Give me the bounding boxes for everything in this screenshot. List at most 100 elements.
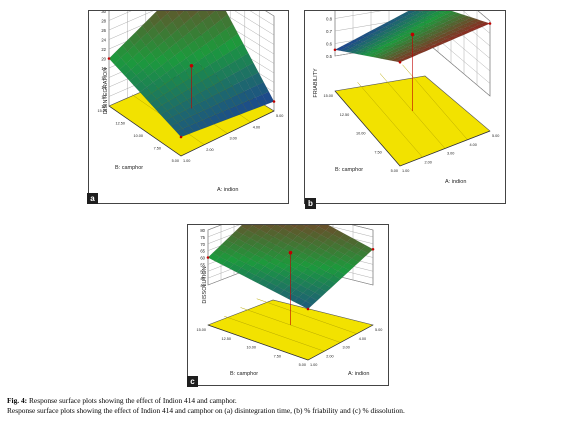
surface-patch bbox=[209, 11, 222, 25]
z-tick-label: 0.7 bbox=[326, 29, 332, 34]
z-tick-label: 55 bbox=[200, 262, 205, 267]
base-edge bbox=[108, 105, 275, 157]
x-tick-label: 2.00 bbox=[425, 160, 432, 164]
surface-patch bbox=[264, 225, 276, 229]
z-tick-label: 26 bbox=[101, 28, 106, 33]
panel-label-c: c bbox=[187, 376, 198, 387]
wall-gridline bbox=[463, 11, 491, 34]
wall-gridline bbox=[334, 11, 491, 59]
z-tick-label: 20 bbox=[101, 57, 106, 62]
design-point bbox=[272, 100, 276, 103]
x-tick-label: 3.00 bbox=[343, 346, 350, 350]
floor-contour-line bbox=[256, 298, 357, 334]
x-tick-label: 5.00 bbox=[492, 134, 499, 138]
z-tick-label: 50 bbox=[200, 269, 205, 274]
surface-patch bbox=[271, 225, 284, 233]
z-tick-label: 24 bbox=[101, 38, 106, 43]
surface-patch bbox=[315, 225, 321, 227]
y-tick-label: 5.00 bbox=[299, 363, 306, 367]
surface-patch bbox=[250, 225, 254, 226]
surface-plot-friability: 0.50.60.70.80.911.11.002.003.004.005.005… bbox=[313, 11, 499, 185]
surface-patch bbox=[294, 225, 307, 232]
figure-description: Response surface plots showing the effec… bbox=[7, 406, 405, 415]
wall-gridline bbox=[207, 225, 374, 238]
panel-b-frame: 0.50.60.70.80.911.11.002.003.004.005.005… bbox=[304, 10, 506, 204]
floor-contour-line bbox=[357, 82, 423, 158]
z-tick-label: 70 bbox=[200, 242, 205, 247]
surface-patch bbox=[425, 11, 438, 15]
figure-caption-title: Fig. 4: Response surface plots showing t… bbox=[7, 396, 237, 405]
panel-label-b: b bbox=[305, 198, 316, 209]
x-tick-label: 2.00 bbox=[206, 148, 213, 152]
figure-caption-description: Response surface plots showing the effec… bbox=[7, 406, 405, 415]
y-tick-label: 7.50 bbox=[274, 354, 281, 358]
surface-patch bbox=[435, 11, 439, 12]
surface-patch bbox=[186, 11, 198, 19]
y-tick-label: 12.50 bbox=[115, 122, 125, 126]
y-axis-label: B: camphor bbox=[335, 167, 363, 173]
design-point bbox=[488, 22, 492, 25]
floor-contour-line bbox=[224, 316, 325, 352]
x-axis-label: A: indion bbox=[217, 187, 238, 193]
x-tick-label: 5.00 bbox=[375, 328, 382, 332]
surface-patch bbox=[178, 11, 192, 24]
surface-patch bbox=[206, 11, 216, 16]
design-point bbox=[206, 256, 210, 259]
surface-patch bbox=[197, 11, 210, 22]
design-point bbox=[333, 48, 337, 52]
z-tick-label: 75 bbox=[200, 235, 205, 240]
surface-patch bbox=[176, 11, 185, 16]
surface-patch bbox=[259, 225, 272, 234]
z-tick-label: 30 bbox=[101, 11, 106, 14]
figure-title: Response surface plots showing the effec… bbox=[28, 396, 237, 405]
z-tick-label: 45 bbox=[200, 276, 205, 281]
y-tick-label: 5.00 bbox=[391, 169, 398, 173]
figure-number: Fig. 4: bbox=[7, 396, 28, 405]
y-axis-label: B: camphor bbox=[230, 371, 258, 377]
surface-patch bbox=[240, 225, 253, 231]
design-point bbox=[179, 135, 183, 139]
y-tick-label: 10.00 bbox=[356, 132, 366, 136]
z-tick-label: 80 bbox=[200, 228, 205, 233]
wall-gridline bbox=[108, 11, 275, 36]
y-tick-label: 5.00 bbox=[172, 159, 179, 163]
y-tick-label: 7.50 bbox=[154, 147, 161, 151]
z-axis-label: DISINTEGRATION bbox=[103, 68, 109, 114]
design-point bbox=[107, 57, 111, 60]
panel-label-a: a bbox=[87, 193, 98, 204]
z-tick-label: 40 bbox=[200, 283, 205, 288]
surface-plot-disintegration: 10 12 14 16 18 20 22 24 26 28 30 1.00 2.00 3.00 4.00 5.… bbox=[97, 11, 283, 193]
y-tick-label: 10.00 bbox=[246, 346, 256, 350]
z-tick-label: 22 bbox=[101, 47, 106, 52]
x-axis-label: A: indion bbox=[445, 179, 466, 185]
z-tick-label: 18 bbox=[101, 66, 106, 71]
y-tick-label: 7.50 bbox=[374, 150, 381, 154]
y-tick-label: 12.50 bbox=[340, 113, 350, 117]
z-tick-label: 0.8 bbox=[326, 17, 332, 22]
surface-patch bbox=[165, 11, 171, 14]
surface-patch bbox=[252, 225, 265, 230]
design-point bbox=[306, 307, 310, 311]
x-tick-label: 4.00 bbox=[359, 337, 366, 341]
y-axis-label: B: camphor bbox=[115, 165, 143, 171]
z-tick-label: 60 bbox=[200, 256, 205, 261]
wall-gridline bbox=[108, 11, 275, 45]
surface-patch bbox=[302, 225, 309, 228]
z-tick-label: 28 bbox=[101, 19, 106, 24]
surface-patch bbox=[421, 11, 431, 14]
y-tick-label: 15.00 bbox=[323, 94, 333, 98]
x-tick-label: 1.00 bbox=[183, 159, 190, 163]
panel-a-frame: 10 12 14 16 18 20 22 24 26 28 30 1.00 2.00 3.00 4.00 5.… bbox=[88, 10, 289, 204]
z-axis-label: FRIABILITY bbox=[313, 68, 319, 98]
surface-patch bbox=[196, 11, 200, 13]
z-tick-label: 14 bbox=[101, 85, 106, 90]
y-tick-label: 15.00 bbox=[97, 109, 107, 113]
base-edge bbox=[207, 324, 374, 361]
x-tick-label: 3.00 bbox=[447, 152, 454, 156]
x-tick-label: 1.00 bbox=[402, 169, 409, 173]
surface-patch bbox=[441, 11, 454, 15]
z-tick-label: 65 bbox=[200, 249, 205, 254]
panel-c-frame: 40 45 50 55 60 65 70 75 80 1.00 2.00 3.00 4.00 5.00 5.… bbox=[187, 224, 389, 386]
surface-patch bbox=[216, 11, 228, 20]
